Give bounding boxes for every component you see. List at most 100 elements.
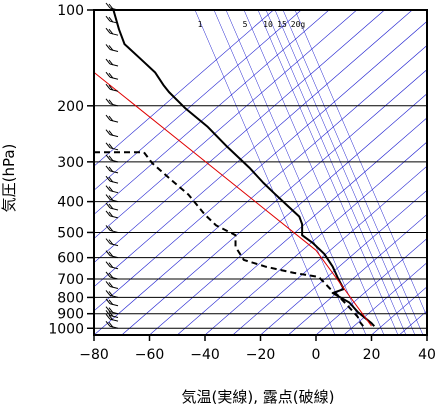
wind-barb	[105, 194, 119, 203]
wind-barb-flag	[105, 44, 111, 50]
wind-barb-flag	[108, 226, 114, 232]
mixing-ratio-label: 20g	[291, 20, 306, 29]
wind-barb-flag	[105, 27, 111, 34]
temperature-line	[112, 10, 376, 327]
x-tick-label: 40	[418, 347, 436, 363]
y-axis-title: 気圧(hPa)	[0, 144, 18, 213]
y-tick-label: 200	[57, 99, 84, 115]
wind-barb-flag	[108, 16, 114, 23]
wind-barb-flag	[108, 307, 114, 314]
wind-barb-flag	[105, 313, 111, 320]
wind-barb-flag	[105, 83, 111, 90]
mixing-ratio-line	[243, 10, 385, 335]
wind-barb-flag	[108, 166, 114, 173]
y-tick-label: 700	[57, 272, 84, 288]
wind-barb-flag	[105, 210, 111, 217]
y-tick-label: 100	[57, 3, 84, 19]
wind-barb-flag	[105, 194, 111, 200]
mixing-ratio-line	[213, 10, 355, 335]
mixing-ratio-line	[274, 10, 416, 335]
mixing-ratio-labels: 1 5 10 15 20g	[198, 20, 306, 29]
wind-barb-flag	[105, 175, 111, 182]
wind-barb-shaft	[109, 243, 119, 247]
wind-barb-flag	[105, 320, 111, 327]
wind-barb-flag	[105, 185, 111, 192]
isotherm-line	[121, 69, 427, 335]
isotherm-line	[94, 10, 413, 288]
dewpoint-line	[94, 151, 364, 327]
mixing-ratio-label: 5	[243, 20, 248, 29]
wind-barb-shaft	[109, 32, 119, 36]
wind-barb	[105, 83, 119, 92]
wind-barb-shaft	[109, 170, 119, 174]
wind-barb-shaft	[109, 76, 119, 80]
wind-barb	[105, 298, 119, 307]
wind-barb-flag	[105, 154, 111, 161]
mixing-ratio-line	[257, 10, 399, 335]
wind-barb-flag	[108, 211, 114, 218]
wind-barb-flag	[108, 272, 114, 279]
wind-barb-flag	[108, 239, 114, 245]
wind-barb-flag	[108, 176, 114, 183]
wind-barb-shaft	[109, 276, 119, 280]
mixing-ratio-label: 15	[277, 20, 287, 29]
wind-barb-shaft	[109, 134, 119, 138]
isotherm-line	[94, 45, 427, 335]
wind-barb-flag	[105, 281, 111, 287]
mixing-ratio-label: 10	[263, 20, 273, 29]
y-tick-label: 900	[57, 307, 84, 323]
wind-barbs	[105, 2, 119, 329]
wind-barb-shaft	[109, 190, 119, 194]
wind-barb-flag	[105, 261, 111, 268]
sounding-series	[94, 10, 376, 327]
wind-barb-shaft	[109, 199, 119, 203]
isotherm-line	[94, 10, 274, 167]
wind-barb	[105, 210, 119, 219]
wind-barb-flag	[105, 58, 111, 65]
reference-line	[94, 71, 372, 327]
wind-barb-shaft	[109, 215, 119, 219]
y-tick-label: 300	[57, 155, 84, 171]
wind-barb-shaft	[109, 48, 119, 52]
wind-barb-shaft	[109, 88, 119, 92]
wind-barb	[105, 15, 119, 24]
wind-barb	[105, 58, 119, 67]
wind-barb	[105, 44, 119, 52]
wind-barb-shaft	[109, 159, 119, 163]
y-tick-label: 1000	[48, 321, 84, 337]
wind-barb-flag	[108, 45, 114, 51]
isotherm-line	[288, 213, 427, 335]
wind-barb-flag	[108, 186, 114, 193]
wind-barb	[105, 306, 119, 315]
wind-barb-flag	[108, 195, 114, 201]
wind-barb-shaft	[109, 311, 119, 315]
wind-barb-shaft	[109, 103, 119, 107]
wind-barb-flag	[105, 298, 111, 305]
wind-barb-shaft	[109, 20, 119, 24]
wind-barb-flag	[105, 165, 111, 172]
wind-barb-flag	[105, 238, 111, 244]
isotherm-line	[343, 262, 427, 335]
wind-barb-flag	[108, 155, 114, 162]
wind-barb-flag	[108, 143, 114, 150]
wind-barb-flag	[105, 310, 111, 316]
wind-barb-shaft	[109, 119, 119, 123]
wind-barb-flag	[108, 59, 114, 66]
x-tick-label: −60	[135, 347, 165, 363]
wind-barb-flag	[108, 282, 114, 288]
wind-barb-shaft	[109, 229, 119, 233]
wind-barb-flag	[108, 3, 114, 10]
wind-barb-flag	[105, 15, 111, 22]
wind-barb-flag	[108, 321, 114, 328]
wind-barb-shaft	[109, 207, 119, 211]
x-tick-label: 0	[312, 347, 321, 363]
x-tick-label: −80	[79, 347, 109, 363]
wind-barb	[105, 165, 119, 174]
wind-barb	[105, 271, 119, 280]
wind-barb-flag	[105, 2, 111, 9]
x-axis: −80 −60 −40 −20 0 20 40	[79, 335, 436, 363]
wind-barb	[105, 175, 119, 184]
